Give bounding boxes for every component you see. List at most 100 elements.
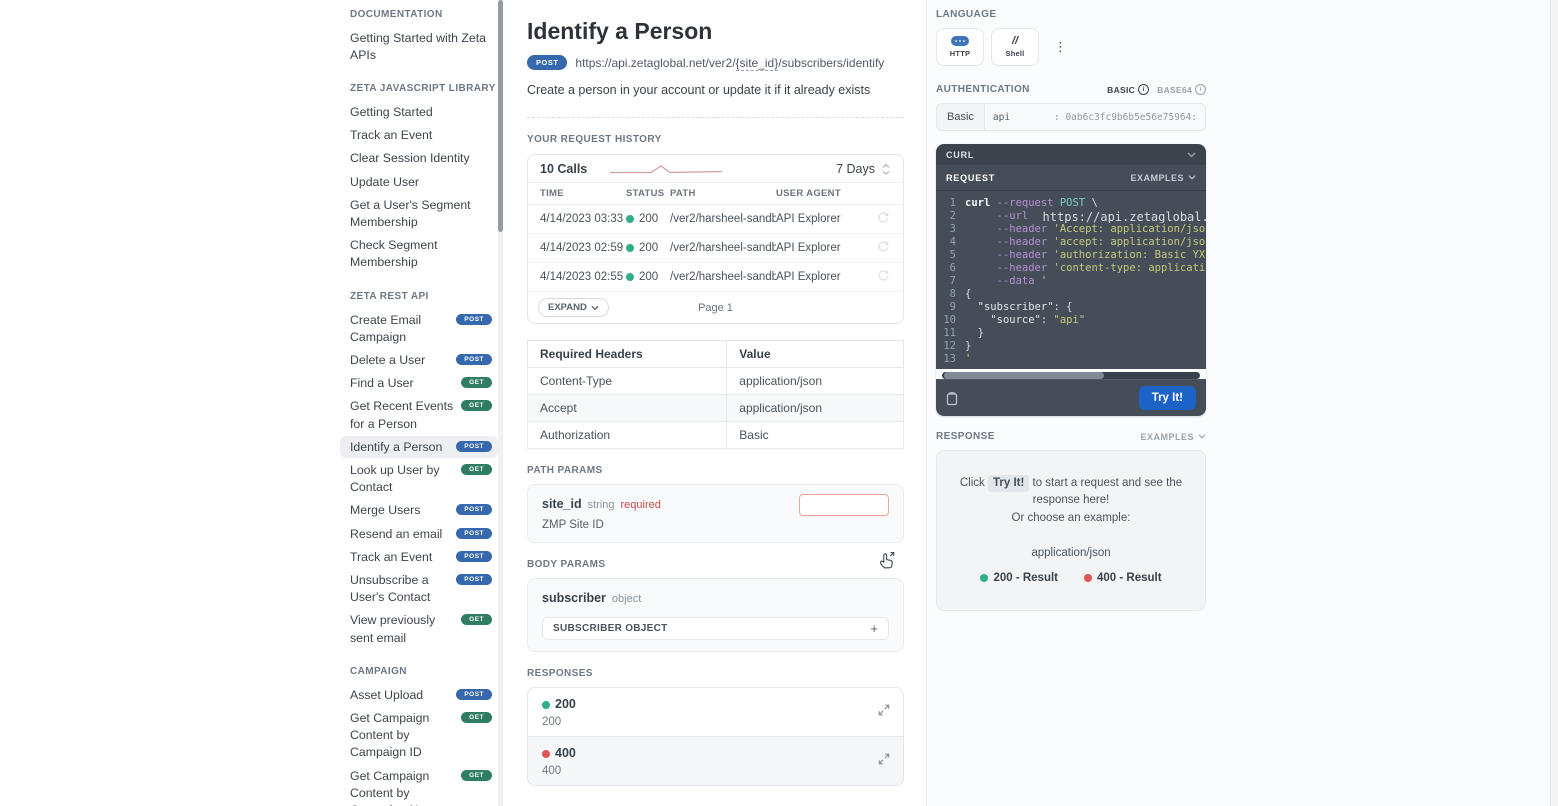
history-refresh[interactable] [877,233,903,263]
code-line: 8{ [936,288,1206,301]
responses-label: RESPONSES [527,668,593,679]
sidebar-item-label: Track an Event [350,128,433,143]
curl-code-block[interactable]: 1 curl --request POST \ 2 --url https://ap… [936,191,1206,369]
line-number: 7 [949,275,956,287]
basic-toggle[interactable]: BASIC i [1107,84,1150,95]
authentication-header: AUTHENTICATION BASIC i BASE64 i [936,84,1206,95]
refresh-icon[interactable] [877,240,890,253]
sidebar-item[interactable]: Get Recent Events for a Person GET [340,396,498,435]
sidebar-item[interactable]: Get Campaign Content by Campaign ID GET [340,707,498,764]
code-token: ' [1040,275,1048,287]
auth-scheme: Basic [947,111,974,123]
calls-sparkline [610,165,723,174]
sidebar-item[interactable]: Check Segment Membership [340,235,498,274]
history-refresh[interactable] [877,262,903,292]
method-badge: GET [461,711,492,723]
code-token: } [965,340,972,352]
response-row-400[interactable]: 400 400 [528,736,903,785]
header-cell: Content-Type [526,367,728,395]
sidebar-item[interactable]: Getting Started [340,101,498,123]
response-examples-dropdown[interactable]: EXAMPLES [1140,432,1206,442]
sidebar-item[interactable]: Find a User GET [340,373,498,395]
sidebar-item[interactable]: Identify a Person POST [340,436,498,459]
sidebar-item[interactable]: Create Email Campaign POST [340,309,498,348]
response-header: RESPONSE EXAMPLES [936,431,1206,442]
history-refresh[interactable] [877,204,903,234]
request-history-footer: Page 1 EXPAND [528,292,903,323]
sidebar-item[interactable]: Track an Event POST [340,546,498,568]
code-scrollbar-thumb[interactable] [944,372,1104,379]
url-site-id-param[interactable]: {site_id} [735,55,779,71]
copy-icon[interactable] [946,391,959,406]
add-icon[interactable]: + [870,620,878,636]
code-token: 'content-type: application/json' [1053,262,1206,274]
line-number: 3 [949,223,956,235]
more-languages-icon[interactable]: ⋮ [1054,39,1067,54]
refresh-icon[interactable] [877,211,890,224]
status-dot [626,273,634,281]
request-history-header: 10 Calls 7 Days [528,155,903,182]
sidebar-item[interactable]: View previously sent email GET [340,610,498,649]
refresh-icon[interactable] [877,269,890,282]
expand-button[interactable]: EXPAND [538,298,609,317]
sidebar-item[interactable]: Clear Session Identity [340,148,498,170]
page-title: Identify a Person [527,18,713,44]
language-option-shell[interactable]: // Shell [991,28,1039,66]
sidebar-item[interactable]: Get a User's Segment Membership [340,194,498,233]
sidebar-scrollbar-thumb[interactable] [498,0,503,232]
try-it-button[interactable]: Try It! [1138,386,1196,410]
sidebar-scrollbar[interactable] [498,0,503,806]
sidebar-item[interactable]: Unsubscribe a User's Contact POST [340,569,498,608]
sidebar-item[interactable]: Look up User by Contact GET [340,459,498,498]
auth-credentials-bar: Basic api : 0ab6c3fc9b6b5e56e75964: [936,103,1206,131]
code-line: 3 --header 'Accept: application/json' \ [936,223,1206,236]
expand-icon[interactable] [878,704,890,716]
method-badge: GET [461,463,492,475]
history-row[interactable]: 4/14/2023 03:33 PM200/ver2/harsheel-sand… [528,204,903,234]
range-select[interactable]: 7 Days [836,162,875,176]
status-dot [980,573,989,582]
sidebar-item[interactable]: Track an Event [340,125,498,147]
method-badge: POST [527,55,568,70]
sidebar-item-label: Getting Started [350,104,433,119]
curl-header[interactable]: CURL [936,144,1206,165]
authentication-label: AUTHENTICATION [936,84,1030,95]
sidebar-item[interactable]: Resend an email POST [340,523,498,545]
status-dot [542,750,550,758]
sidebar-section-title: ZETA JAVASCRIPT LIBRARY [350,83,496,95]
method-badge: POST [456,573,492,585]
code-horizontal-scrollbar[interactable] [942,372,1200,379]
line-number: 8 [949,288,956,300]
sidebar-section-3: CAMPAIGN Asset Upload POST Get Campaign Con… [340,666,498,806]
response-row-200[interactable]: 200 200 [528,688,903,736]
sidebar-item[interactable]: Update User [340,171,498,193]
right-panel: LANGUAGE HTTP // Shell ⋮ AUTHENTICATION BA… [926,0,1558,806]
page-scrollbar[interactable] [1550,0,1558,806]
line-number: 9 [949,301,956,313]
curl-footer: Try It! [936,379,1206,416]
language-option-label: HTTP [949,49,971,58]
request-examples-dropdown[interactable]: EXAMPLES [1130,173,1196,183]
history-status: 200 [626,204,670,234]
history-row[interactable]: 4/14/2023 02:55 PM200/ver2/harsheel-sand… [528,262,903,292]
range-stepper-icon[interactable] [881,163,891,176]
sidebar-item[interactable]: Getting Started with Zeta APIs [340,27,498,66]
sidebar-item[interactable]: Merge Users POST [340,500,498,522]
expand-icon[interactable] [878,753,890,765]
language-option-http[interactable]: HTTP [936,28,984,66]
code-token: "subscriber" [977,301,1054,313]
sidebar: DOCUMENTATION Getting Started with Zeta A… [340,0,498,806]
sidebar-item[interactable]: Delete a User POST [340,349,498,371]
line-number: 11 [943,327,956,339]
auth-credentials-field[interactable]: api : 0ab6c3fc9b6b5e56e75964: [983,104,1205,130]
site-id-input[interactable] [799,494,889,516]
subscriber-object-bar[interactable]: SUBSCRIBER OBJECT + [542,617,889,640]
sidebar-item[interactable]: Get Campaign Content by Campaign Name GET [340,765,498,806]
example-link-400[interactable]: 400 - Result [1084,572,1162,584]
history-row[interactable]: 4/14/2023 02:59 PM200/ver2/harsheel-sand… [528,233,903,263]
base64-toggle[interactable]: BASE64 i [1157,84,1206,95]
sidebar-item[interactable]: Asset Upload POST [340,684,498,706]
example-link-200[interactable]: 200 - Result [980,572,1058,584]
language-option-label: Shell [1005,49,1025,58]
header-cell: application/json [726,367,904,395]
